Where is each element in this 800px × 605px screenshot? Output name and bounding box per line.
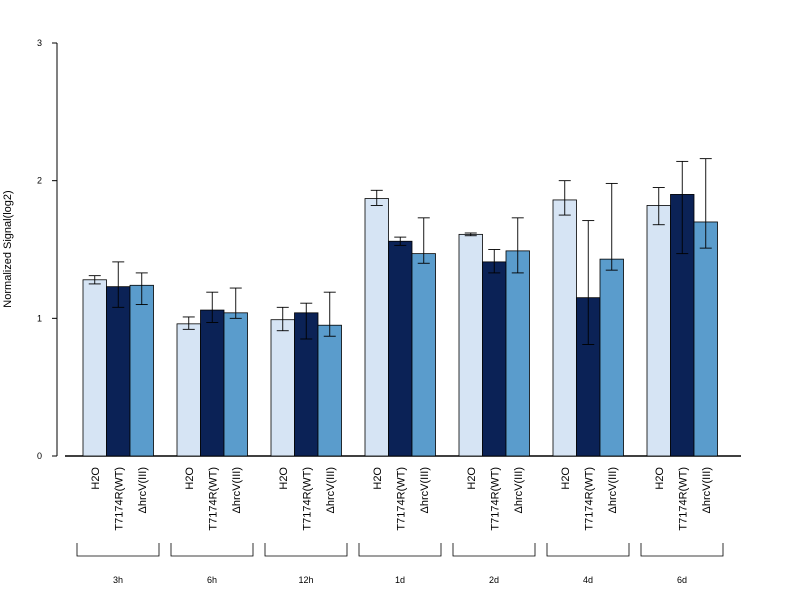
- category-label: H2O: [372, 467, 384, 490]
- category-label: T7174R(WT): [583, 467, 595, 531]
- bar: [82, 279, 107, 457]
- y-tick-label: 2: [37, 176, 42, 186]
- category-label: T7174R(WT): [113, 467, 125, 531]
- group-label: 6d: [677, 575, 687, 585]
- bar: [505, 250, 530, 457]
- group-bracket: [640, 543, 724, 557]
- bar: [317, 324, 342, 457]
- bar: [646, 205, 671, 457]
- y-tick-label: 0: [37, 451, 42, 461]
- group-bracket: [170, 543, 254, 557]
- group-label: 6h: [207, 575, 217, 585]
- category-label: ΔhrcV(III): [231, 467, 243, 513]
- category-label: T7174R(WT): [395, 467, 407, 531]
- group-label: 12h: [298, 575, 313, 585]
- group-label: 1d: [395, 575, 405, 585]
- category-label: ΔhrcV(III): [137, 467, 149, 513]
- category-label: ΔhrcV(III): [513, 467, 525, 513]
- y-axis-label: Normalized Signal(log2): [2, 190, 14, 307]
- category-label: H2O: [90, 467, 102, 490]
- category-label: H2O: [654, 467, 666, 490]
- bar: [106, 286, 131, 457]
- bar: [129, 284, 154, 457]
- bar: [364, 198, 389, 457]
- group-label: 2d: [489, 575, 499, 585]
- bar: [200, 309, 225, 457]
- category-label: T7174R(WT): [207, 467, 219, 531]
- group-bracket: [264, 543, 348, 557]
- category-label: H2O: [278, 467, 290, 490]
- bar: [458, 233, 483, 457]
- group-bracket: [358, 543, 442, 557]
- bar: [693, 221, 718, 457]
- group-label: 3h: [113, 575, 123, 585]
- bar: [223, 312, 248, 457]
- bar: [552, 199, 577, 457]
- bar: [599, 258, 624, 457]
- category-label: H2O: [560, 467, 572, 490]
- group-label: 4d: [583, 575, 593, 585]
- category-label: T7174R(WT): [301, 467, 313, 531]
- bar: [270, 319, 295, 457]
- category-label: H2O: [466, 467, 478, 490]
- bar: [176, 323, 201, 457]
- category-label: ΔhrcV(III): [325, 467, 337, 513]
- group-bracket: [546, 543, 630, 557]
- bar: [482, 261, 507, 457]
- y-tick-label: 1: [37, 313, 42, 323]
- category-label: ΔhrcV(III): [419, 467, 431, 513]
- category-label: T7174R(WT): [489, 467, 501, 531]
- y-tick-label: 3: [37, 38, 42, 48]
- category-label: ΔhrcV(III): [701, 467, 713, 513]
- group-bracket: [76, 543, 160, 557]
- bar: [388, 240, 413, 457]
- bar: [411, 253, 436, 457]
- category-label: H2O: [184, 467, 196, 490]
- category-label: T7174R(WT): [677, 467, 689, 531]
- group-bracket: [452, 543, 536, 557]
- category-label: ΔhrcV(III): [607, 467, 619, 513]
